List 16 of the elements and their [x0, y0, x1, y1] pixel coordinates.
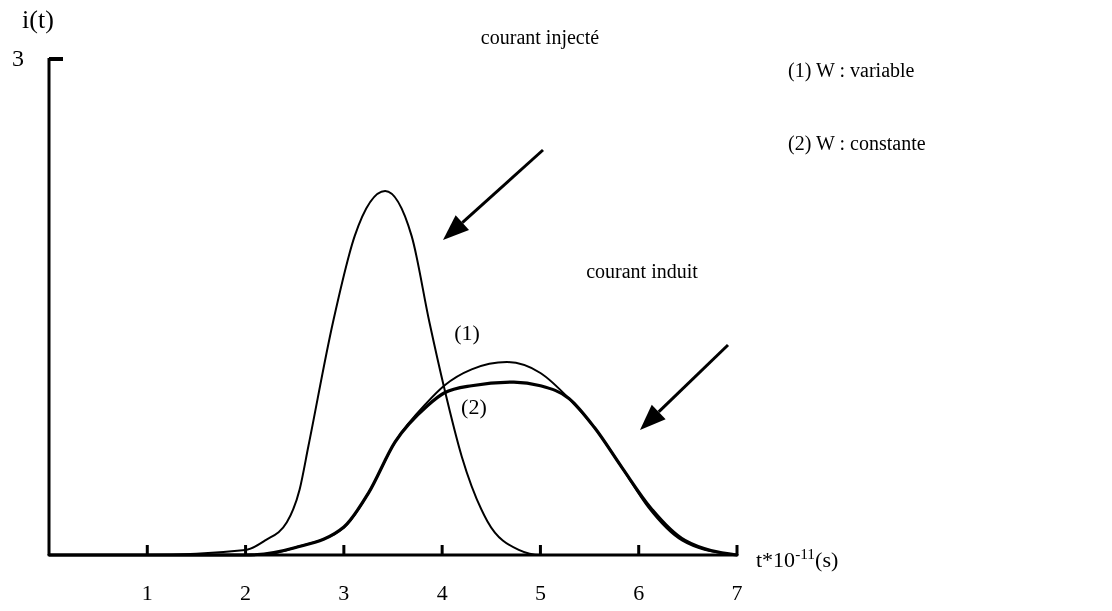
- text: i(t): [22, 5, 54, 34]
- x-axis-title: t*10$^{-11}$(s): [756, 544, 839, 572]
- series-label: (2): [461, 394, 487, 420]
- text: (2) W : constante: [788, 132, 926, 155]
- annotation: courant induit: [586, 260, 699, 282]
- text: courant injecté: [480, 26, 600, 49]
- text: (1) W : variable: [788, 59, 915, 82]
- x-tick-label: 1: [141, 580, 153, 605]
- x-tick-label: 3: [338, 580, 350, 605]
- text: 3: [12, 45, 24, 71]
- x-tick-label: 5: [534, 580, 546, 605]
- x-tick-label: 2: [240, 580, 252, 605]
- x-tick-label: 6: [633, 580, 645, 605]
- series-label: (1): [454, 320, 480, 346]
- x-tick-label: 7: [731, 580, 743, 605]
- x-tick-label: 4: [436, 580, 448, 605]
